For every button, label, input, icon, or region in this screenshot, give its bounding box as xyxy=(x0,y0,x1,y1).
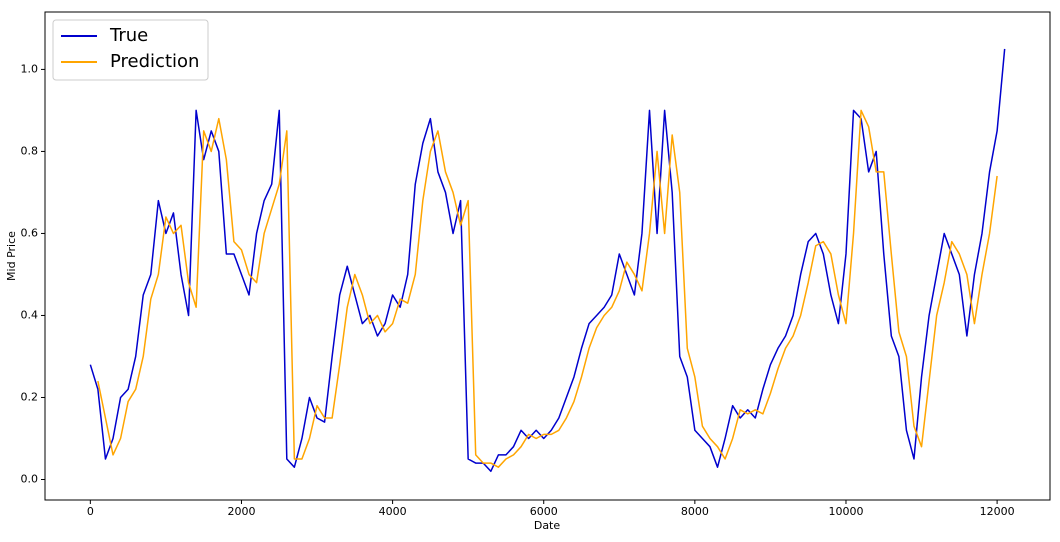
series-line xyxy=(89,48,1006,473)
x-tick-label: 4000 xyxy=(379,505,407,518)
x-tick-label: 10000 xyxy=(828,505,863,518)
y-axis-label: Mid Price xyxy=(5,231,18,281)
x-axis-label: Date xyxy=(534,519,561,532)
x-tick-label: 12000 xyxy=(980,505,1015,518)
y-tick-label: 0.0 xyxy=(21,472,39,485)
series-line xyxy=(97,109,998,468)
y-tick-label: 1.0 xyxy=(21,62,39,75)
x-tick-label: 8000 xyxy=(681,505,709,518)
y-tick-label: 0.2 xyxy=(21,390,39,403)
plot-frame xyxy=(44,11,1051,501)
legend-label: Prediction xyxy=(110,51,199,72)
y-tick-label: 0.6 xyxy=(21,226,39,239)
y-tick-label: 0.4 xyxy=(21,308,39,321)
x-tick-label: 0 xyxy=(87,505,94,518)
x-tick-label: 6000 xyxy=(530,505,558,518)
y-tick-label: 0.8 xyxy=(21,144,39,157)
legend-label: True xyxy=(109,25,148,46)
x-tick-label: 2000 xyxy=(227,505,255,518)
